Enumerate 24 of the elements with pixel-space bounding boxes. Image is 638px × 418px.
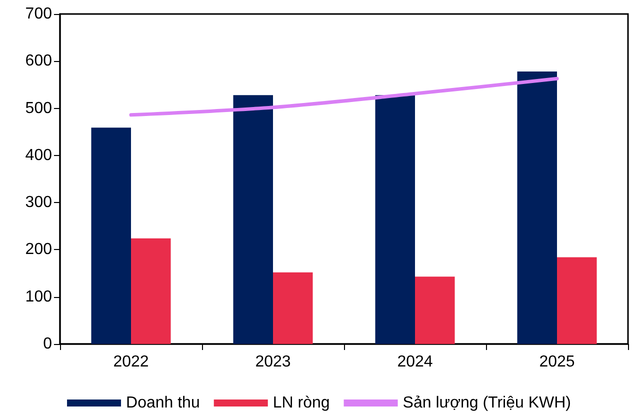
x-tick-label: 2023 bbox=[255, 354, 291, 370]
bar bbox=[375, 95, 415, 344]
bar bbox=[273, 272, 313, 344]
y-tick-label: 700 bbox=[25, 6, 52, 22]
y-tick-label: 0 bbox=[43, 336, 52, 352]
bar bbox=[517, 72, 557, 344]
legend-label: LN ròng bbox=[272, 394, 330, 412]
legend-label: Sản lượng (Triệu KWH) bbox=[402, 394, 571, 412]
x-tick-label: 2022 bbox=[113, 354, 149, 370]
y-tick-label: 100 bbox=[25, 288, 52, 306]
bar bbox=[415, 276, 455, 344]
y-tick-label: 500 bbox=[25, 100, 52, 117]
bar bbox=[233, 95, 273, 344]
line-series bbox=[129, 76, 559, 117]
bar bbox=[91, 128, 131, 344]
y-tick-label: 400 bbox=[25, 146, 52, 164]
x-tick-label: 2025 bbox=[539, 354, 575, 370]
y-tick-label: 600 bbox=[25, 52, 52, 70]
x-tick-label: 2024 bbox=[397, 354, 433, 370]
y-tick-label: 300 bbox=[25, 194, 52, 212]
legend-label: Doanh thu bbox=[126, 394, 200, 412]
bar bbox=[557, 257, 597, 344]
bar bbox=[131, 238, 171, 344]
y-tick-label: 200 bbox=[25, 241, 52, 258]
